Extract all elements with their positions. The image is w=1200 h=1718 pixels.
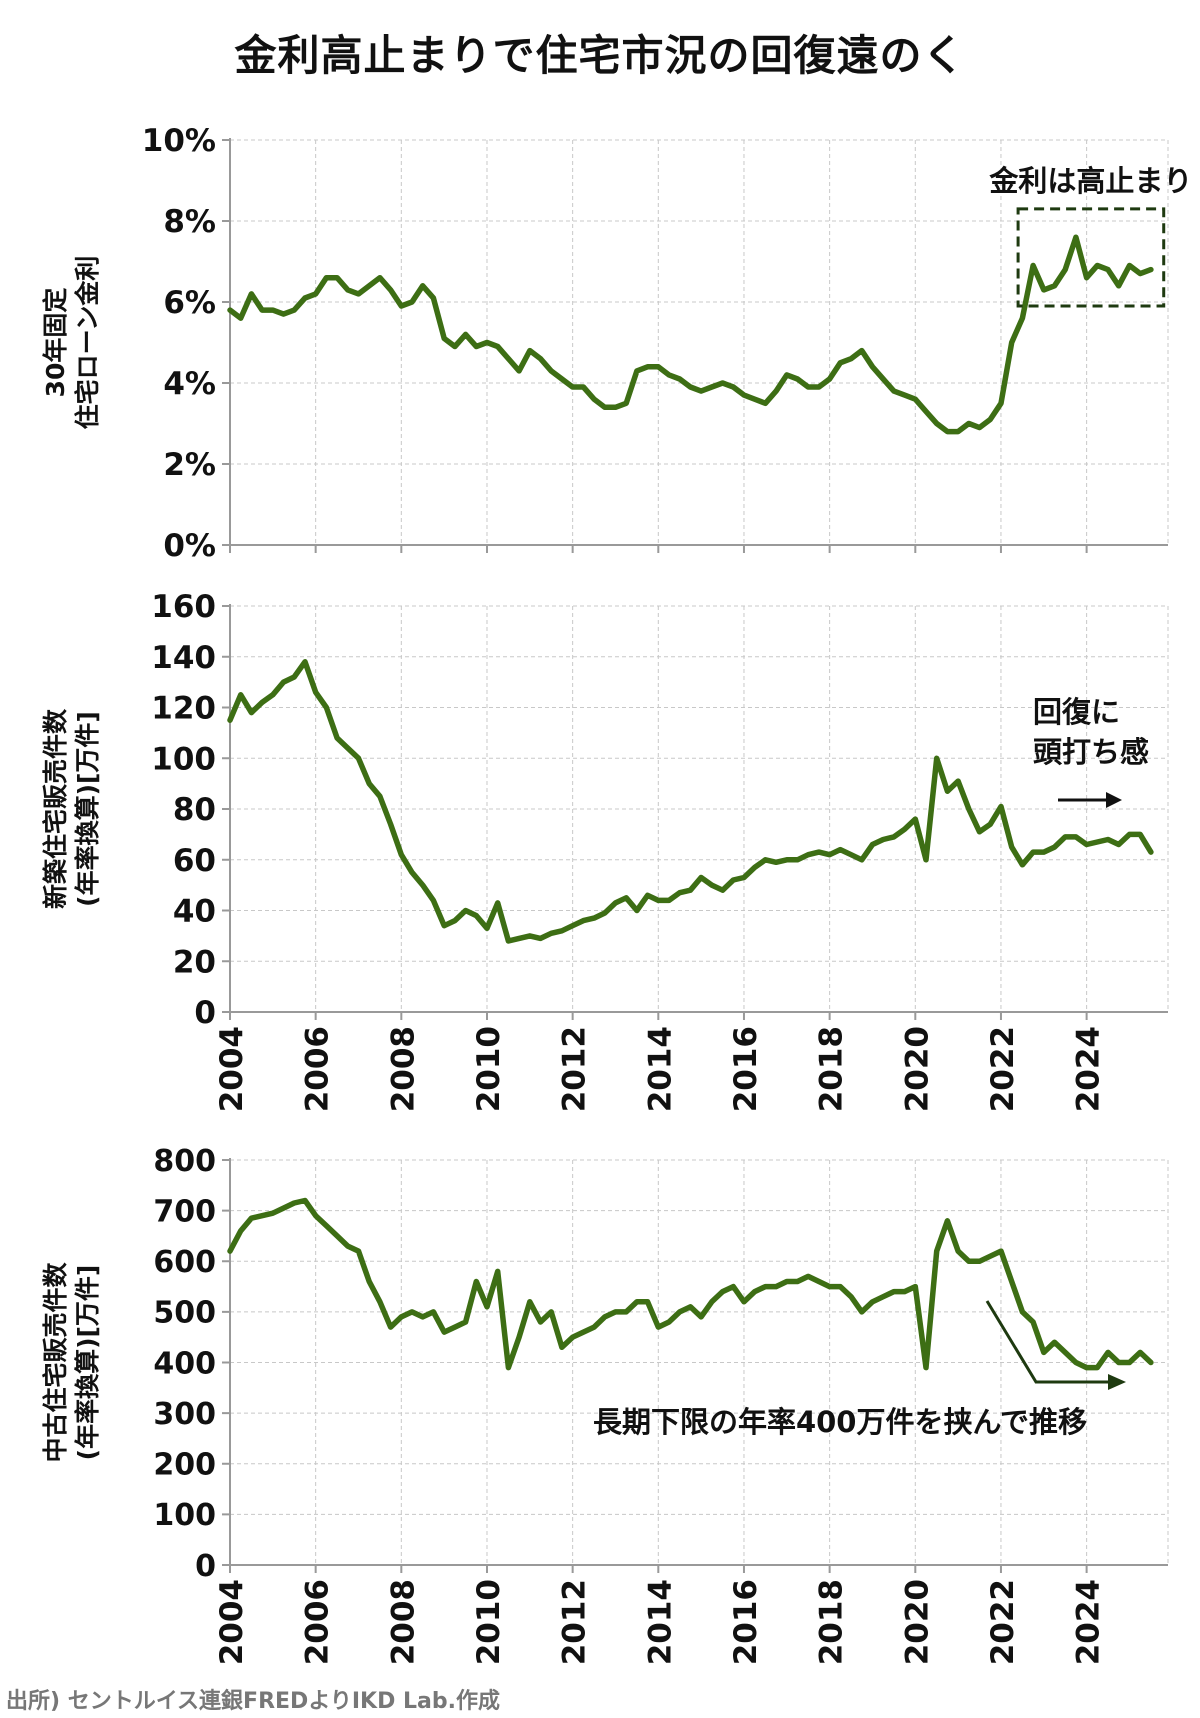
y-tick-label: 500: [153, 1296, 216, 1331]
x-tick-label: 2020: [899, 1579, 935, 1665]
y-axis-label: 中古住宅販売件数 (年率換算)[万件]: [41, 1262, 102, 1463]
x-tick-label: 2010: [471, 1579, 507, 1665]
new-home-sales-panel: 0 20 40 60 80 100 120 140 160 2004 2006 2008 2010 201…: [41, 589, 1169, 1112]
y-tick-label: 160: [151, 589, 216, 625]
y-axis-label-line: 30年固定: [41, 288, 70, 398]
y-tick-label: 6%: [163, 285, 216, 321]
y-tick-label: 4%: [163, 366, 216, 402]
x-tick-label: 2008: [385, 1579, 421, 1665]
y-tick-label: 600: [153, 1245, 216, 1280]
y-tick-label: 140: [151, 640, 216, 676]
y-tick-label: 400: [153, 1346, 216, 1381]
x-tick-label: 2020: [899, 1026, 935, 1112]
y-axis-label-line: 中古住宅販売件数: [41, 1262, 70, 1463]
x-tick-label: 2004: [214, 1026, 250, 1112]
annotation-box: [1016, 207, 1166, 308]
chart-title: 金利高止まりで住宅市況の回復遠のく: [234, 31, 966, 80]
x-tick-label: 2018: [814, 1026, 850, 1112]
x-tick-label: 2008: [385, 1026, 421, 1112]
x-tick-label: 2012: [557, 1026, 593, 1112]
x-tick-label: 2012: [557, 1579, 593, 1665]
y-tick-label: 2%: [163, 447, 216, 483]
y-tick-label: 700: [153, 1194, 216, 1229]
annotation-arrowhead: [1106, 792, 1122, 808]
y-axis-label-line: (年率換算)[万件]: [73, 711, 102, 907]
x-tick-label: 2018: [814, 1579, 850, 1665]
annotation-arrow: [985, 1300, 1110, 1384]
y-tick-label: 100: [151, 741, 216, 777]
x-tick-label: 2006: [300, 1579, 336, 1665]
series-line: [227, 659, 1154, 944]
x-tick-label: 2006: [300, 1026, 336, 1112]
x-tick-label: 2016: [728, 1026, 764, 1112]
x-tick-label: 2004: [214, 1579, 250, 1665]
existing-home-sales-panel: 0 100 200 300 400 500 600 700 800 2004 2006 2008 201…: [41, 1144, 1169, 1665]
y-axis-label: 新築住宅販売件数 (年率換算)[万件]: [41, 708, 102, 909]
x-tick-label: 2014: [642, 1579, 678, 1665]
y-tick-label: 0%: [163, 528, 216, 564]
x-tick-label: 2024: [1071, 1026, 1107, 1112]
x-tick-label: 2010: [471, 1026, 507, 1112]
x-tick-label: 2014: [642, 1026, 678, 1112]
series-line: [227, 234, 1154, 435]
y-tick-label: 10%: [142, 123, 216, 159]
annotation-arrowhead: [1108, 1374, 1126, 1390]
y-tick-label: 60: [173, 843, 216, 879]
y-axis-label-line: (年率換算)[万件]: [73, 1265, 102, 1461]
mortgage-rate-panel: 0% 2% 4% 6% 8% 10% 30年固定 住宅ローン金利 金利は高止まり: [41, 123, 1192, 564]
x-tick-label: 2024: [1071, 1579, 1107, 1665]
x-tick-label: 2022: [985, 1579, 1021, 1665]
y-tick-label: 200: [153, 1448, 216, 1483]
y-axis-label-line: 住宅ローン金利: [73, 256, 102, 430]
y-axis-label-line: 新築住宅販売件数: [41, 708, 70, 909]
series-line: [227, 1197, 1154, 1371]
y-axis-label: 30年固定 住宅ローン金利: [41, 256, 102, 430]
y-tick-label: 20: [173, 944, 216, 980]
y-tick-label: 80: [173, 792, 216, 828]
y-tick-label: 0: [194, 995, 216, 1031]
annotation-text: 金利は高止まり: [988, 164, 1192, 198]
y-tick-label: 120: [151, 691, 216, 727]
y-tick-label: 0: [195, 1549, 216, 1584]
annotation-text: 長期下限の年率400万件を挟んで推移: [593, 1405, 1087, 1439]
y-tick-label: 8%: [163, 204, 216, 240]
source-note: 出所) セントルイス連銀FREDよりIKD Lab.作成: [6, 1689, 500, 1714]
x-tick-label: 2016: [728, 1579, 764, 1665]
y-tick-label: 100: [153, 1498, 216, 1533]
y-tick-label: 40: [173, 894, 216, 930]
y-tick-label: 300: [153, 1397, 216, 1432]
x-tick-label: 2022: [985, 1026, 1021, 1112]
annotation-text: 頭打ち感: [1033, 735, 1149, 769]
annotation-text: 回復に: [1033, 695, 1120, 729]
y-tick-label: 800: [153, 1144, 216, 1179]
